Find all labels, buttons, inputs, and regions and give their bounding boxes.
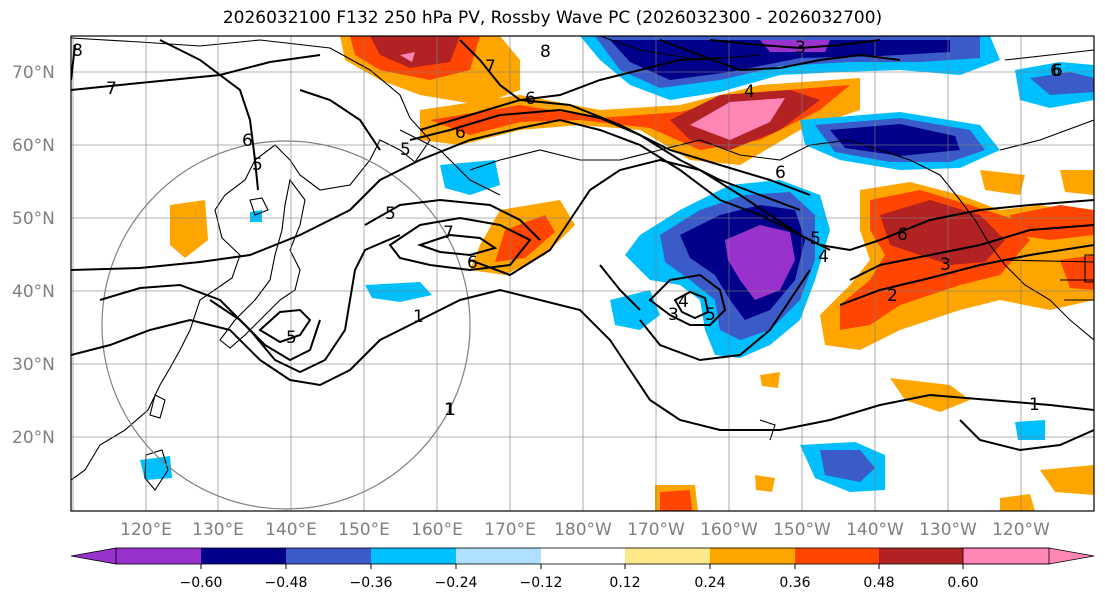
- colorbar-tick-label: −0.24: [435, 575, 478, 591]
- contour-label: 4: [678, 292, 689, 312]
- contour-label: 5: [385, 204, 396, 224]
- lat-label-60n: 60°N: [12, 136, 55, 156]
- contour-label: 7: [106, 79, 117, 99]
- lon-label: 170°E: [484, 520, 536, 540]
- colorbar-swatch: [456, 548, 541, 564]
- contour-label: 6: [242, 131, 253, 151]
- colorbar-tick-label: −0.48: [265, 575, 308, 591]
- contour-label: 6: [897, 225, 908, 245]
- lon-label: 170°W: [627, 520, 685, 540]
- lon-label: 140°E: [265, 520, 317, 540]
- colorbar-swatch: [795, 548, 879, 564]
- contour-label: 7: [485, 57, 496, 77]
- colorbar-tick-label: 0.24: [694, 575, 725, 591]
- colorbar-tick-label: −0.36: [350, 575, 393, 591]
- contour-label: 5: [705, 305, 716, 325]
- lon-label: 150°E: [338, 520, 390, 540]
- contour-label: 1: [445, 400, 456, 420]
- colorbar-tick-label: 0.36: [779, 575, 810, 591]
- colorbar-min-arrow: [70, 547, 117, 565]
- lon-label: 180°W: [554, 520, 612, 540]
- colorbar-swatch: [371, 548, 456, 564]
- graticule: [71, 36, 1094, 511]
- colorbar-tick-label: 0.48: [863, 575, 894, 591]
- contour-label: 4: [818, 247, 829, 267]
- lat-label-70n: 70°N: [12, 63, 55, 83]
- contour-label: 4: [744, 82, 755, 102]
- colorbar-swatch: [879, 548, 963, 564]
- lon-label: 130°E: [192, 520, 244, 540]
- contour-label: 8: [540, 42, 551, 62]
- colorbar: −0.60 −0.48 −0.36 −0.24 −0.12 0.12 0.24 …: [70, 547, 1095, 591]
- colorbar-swatch: [710, 548, 795, 564]
- contour-label: 6: [525, 89, 536, 109]
- range-circle: [101, 140, 471, 510]
- colorbar-max-arrow: [962, 547, 1095, 565]
- contour-label: 8: [72, 41, 83, 61]
- contour-label: 6: [1052, 61, 1063, 81]
- colorbar-ticks: [200, 564, 964, 569]
- colorbar-swatch: [286, 548, 371, 564]
- contour-label: 1: [444, 400, 455, 420]
- lon-label: 120°E: [120, 520, 172, 540]
- contour-label: 7: [443, 223, 454, 243]
- lon-label: 160°E: [411, 520, 463, 540]
- colorbar-tick-label: −0.12: [520, 575, 563, 591]
- map-frame: [70, 35, 1095, 512]
- pv-contours: [71, 39, 1094, 452]
- contour-label: 3: [795, 38, 806, 58]
- colorbar-tick-label: −0.60: [180, 575, 223, 591]
- colorbar-swatch: [201, 548, 286, 564]
- longitude-labels: 120°E 130°E 140°E 150°E 160°E 170°E 180°…: [120, 520, 1050, 540]
- colorbar-swatch: [625, 548, 710, 564]
- colorbar-swatch: [116, 548, 201, 564]
- lat-label-50n: 50°N: [12, 209, 55, 229]
- contour-label: 6: [775, 163, 786, 183]
- lon-label: 130°W: [919, 520, 977, 540]
- colorbar-outline: [115, 547, 1050, 565]
- contour-label: 6: [1050, 61, 1061, 81]
- contour-label: 3: [940, 255, 951, 275]
- contour-label: 6: [467, 253, 478, 273]
- contour-label: 5: [252, 155, 263, 175]
- contour-label: 2: [887, 286, 898, 306]
- colorbar-tick-label: 0.12: [609, 575, 640, 591]
- lon-label: 150°W: [773, 520, 831, 540]
- lon-label: 140°W: [846, 520, 904, 540]
- contour-label: 5: [286, 328, 297, 348]
- contour-label: 1: [413, 307, 424, 327]
- anomaly-fill-layer: 8 7 8 3 6 7 6 4 6 6 5 5 6 6 5 7 6 5 4 1 …: [71, 36, 1094, 511]
- lat-label-30n: 30°N: [12, 355, 55, 375]
- map-title: 2026032100 F132 250 hPa PV, Rossby Wave …: [222, 8, 883, 28]
- lon-label: 120°W: [992, 520, 1050, 540]
- lon-label: 160°W: [700, 520, 758, 540]
- colorbar-swatch: [541, 548, 625, 564]
- contour-label: 5: [400, 140, 411, 160]
- contour-label: 5: [810, 229, 821, 249]
- contour-label: 6: [455, 123, 466, 143]
- lat-label-40n: 40°N: [12, 282, 55, 302]
- colorbar-tick-labels: −0.60 −0.48 −0.36 −0.24 −0.12 0.12 0.24 …: [180, 575, 979, 591]
- contour-label: 1: [1029, 395, 1040, 415]
- contour-labels: 8 7 8 3 6 7 6 4 6 6 5 5 6 6 5 7 6 5 4 1 …: [72, 38, 1063, 420]
- contour-label: 3: [668, 305, 679, 325]
- lat-label-20n: 20°N: [12, 428, 55, 448]
- latitude-labels: 70°N 60°N 50°N 40°N 30°N 20°N: [12, 63, 55, 448]
- colorbar-tick-label: 0.60: [947, 575, 978, 591]
